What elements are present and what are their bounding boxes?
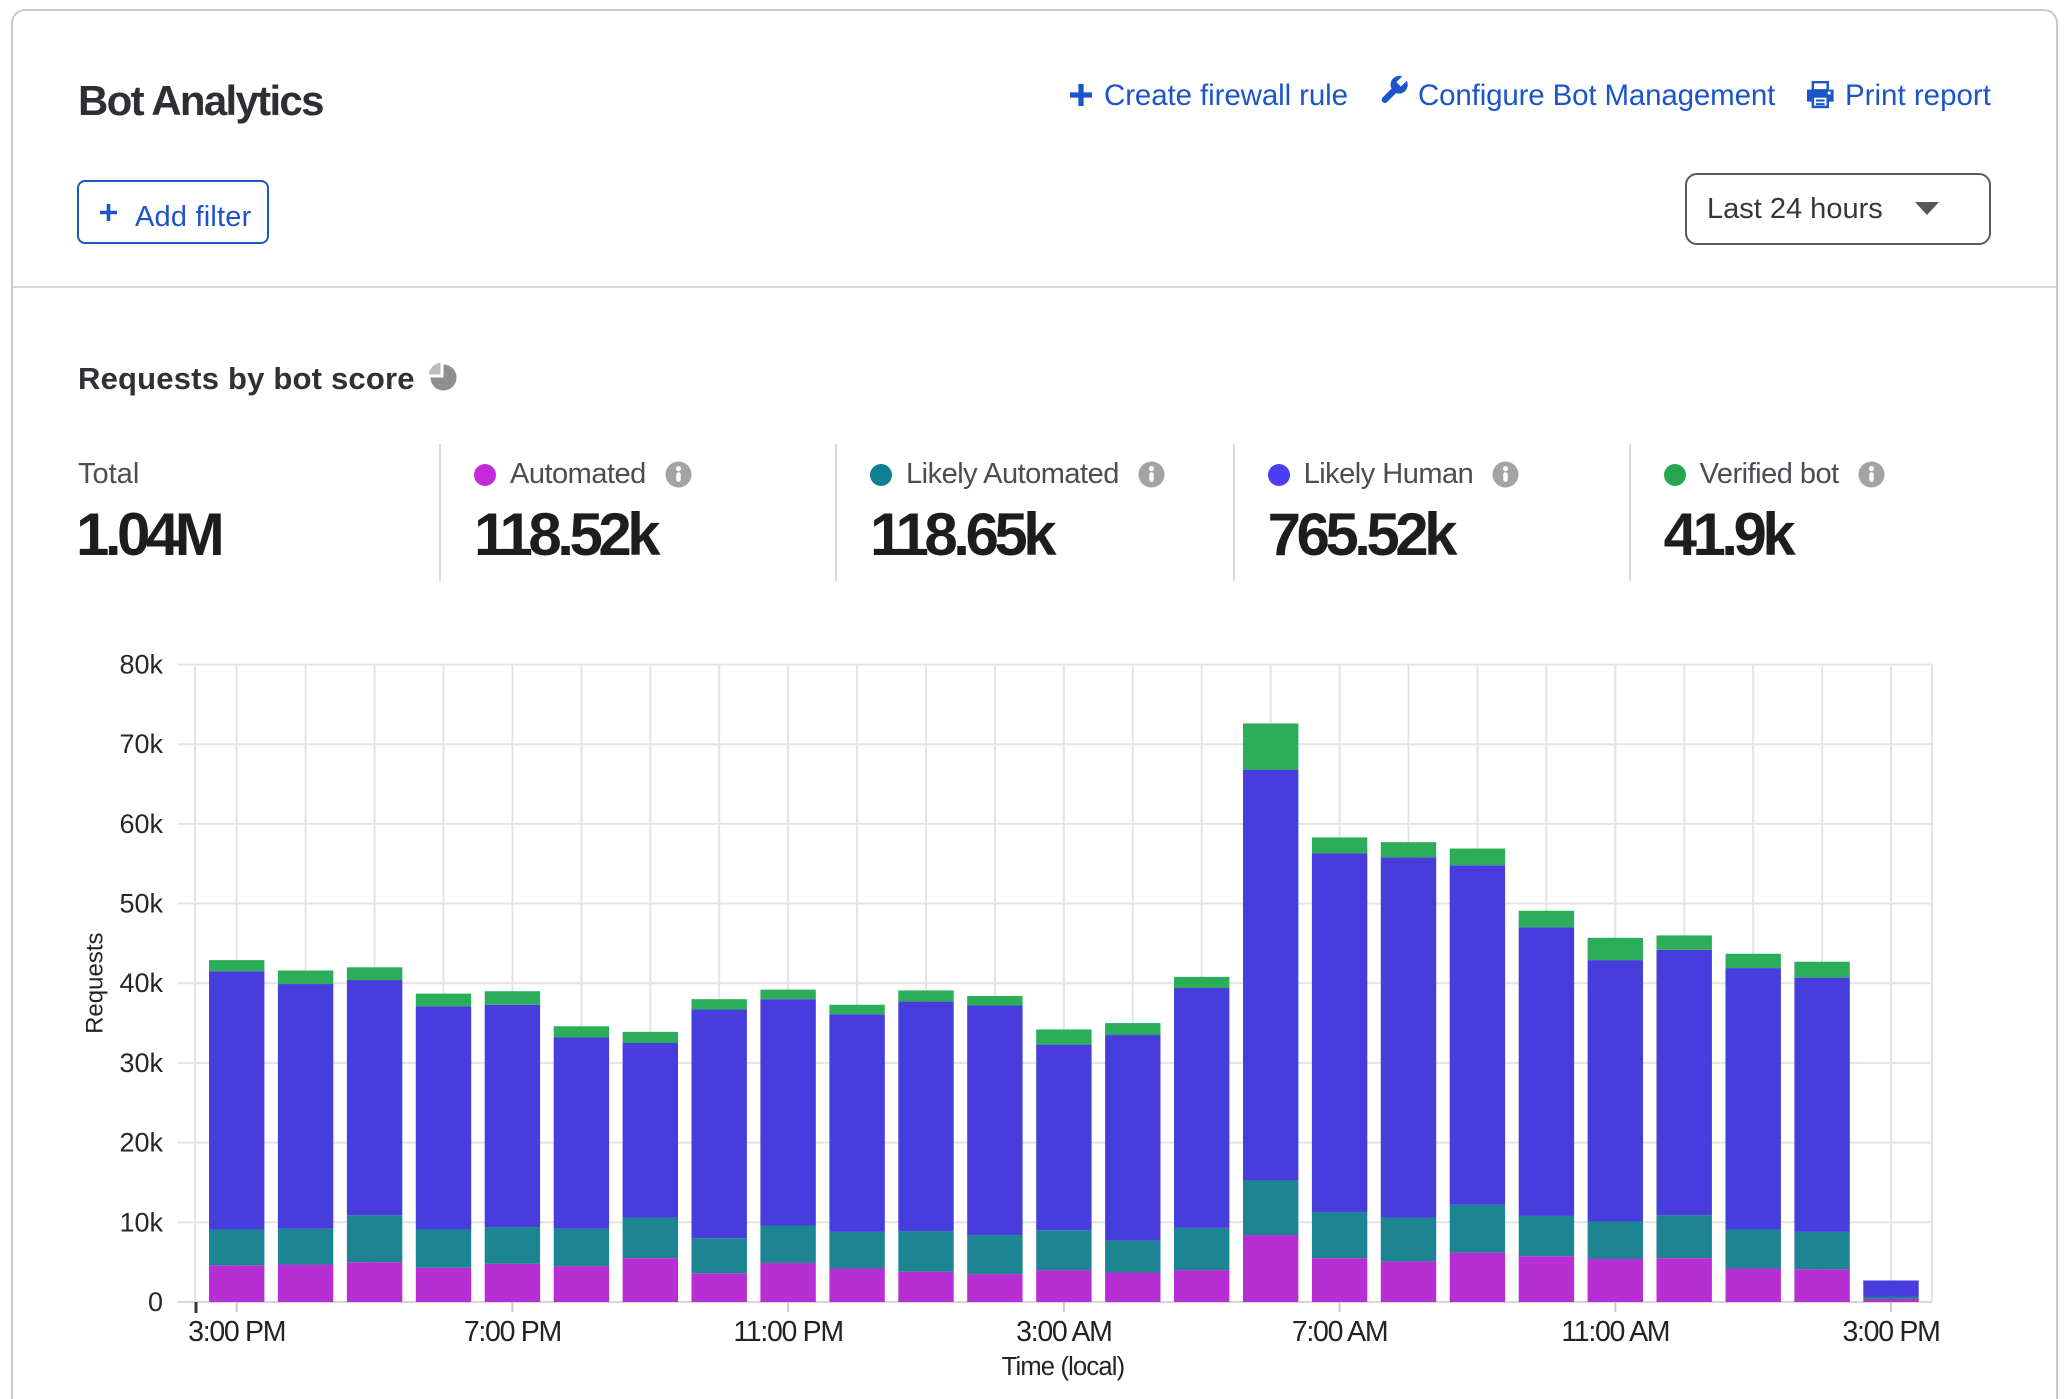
svg-text:Time (local): Time (local) (1002, 1353, 1125, 1381)
svg-text:11:00 AM: 11:00 AM (1561, 1316, 1669, 1348)
svg-text:60k: 60k (119, 809, 163, 839)
svg-text:40k: 40k (119, 968, 163, 998)
svg-text:7:00 AM: 7:00 AM (1292, 1316, 1387, 1348)
svg-text:3:00 PM: 3:00 PM (188, 1316, 285, 1348)
svg-text:3:00 PM: 3:00 PM (1842, 1316, 1939, 1348)
svg-text:0: 0 (148, 1287, 163, 1317)
svg-text:Requests: Requests (82, 933, 109, 1034)
svg-text:10k: 10k (119, 1207, 163, 1237)
svg-text:11:00 PM: 11:00 PM (733, 1316, 842, 1348)
svg-text:30k: 30k (119, 1048, 163, 1078)
svg-text:3:00 AM: 3:00 AM (1016, 1316, 1111, 1348)
svg-text:7:00 PM: 7:00 PM (464, 1316, 561, 1348)
svg-text:20k: 20k (119, 1128, 163, 1158)
svg-text:80k: 80k (119, 650, 163, 680)
svg-text:50k: 50k (119, 889, 163, 919)
svg-text:70k: 70k (119, 729, 163, 759)
